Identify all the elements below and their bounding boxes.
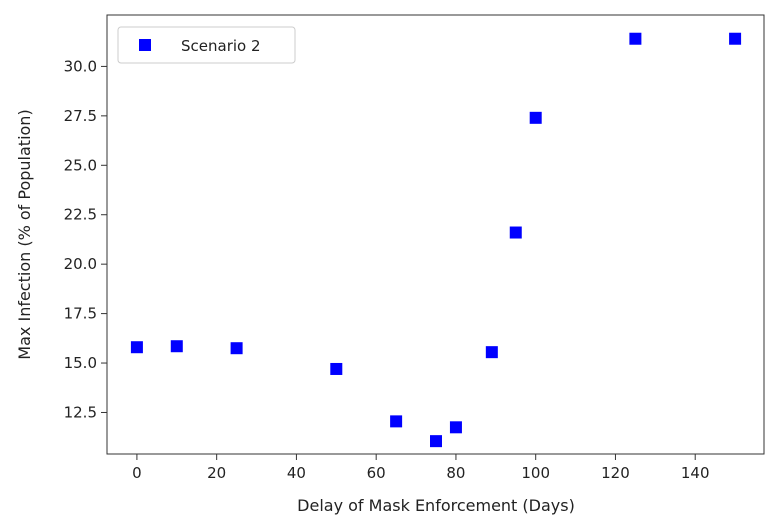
legend-marker-square [139, 39, 151, 51]
y-tick-label: 25.0 [64, 156, 97, 174]
x-tick-label: 60 [367, 464, 386, 482]
y-tick-label: 30.0 [64, 57, 97, 75]
data-point [509, 226, 522, 239]
y-tick-label: 15.0 [64, 354, 97, 372]
y-tick-label: 20.0 [64, 255, 97, 273]
data-point [529, 111, 542, 124]
y-tick-label: 12.5 [64, 403, 97, 421]
data-point [130, 341, 143, 354]
data-point [230, 342, 243, 355]
x-tick-label: 140 [681, 464, 710, 482]
legend-box [117, 26, 296, 64]
data-points [130, 32, 742, 448]
data-point [449, 421, 462, 434]
x-tick-label: 20 [207, 464, 226, 482]
y-tick-label: 17.5 [64, 305, 97, 323]
y-tick-label: 22.5 [64, 206, 97, 224]
x-tick-label: 0 [132, 464, 142, 482]
y-axis-label: Max Infection (% of Population) [15, 109, 34, 359]
data-point [430, 435, 442, 448]
x-tick-label: 120 [601, 464, 630, 482]
x-tick-label: 40 [287, 464, 306, 482]
data-point [170, 340, 183, 353]
y-tick-label: 27.5 [64, 107, 97, 125]
data-point [390, 415, 403, 428]
axis-ticks: 0 20 40 60 80 100 120 140 12.5 15.0 17.5 20.0 22.5 25… [64, 57, 710, 482]
data-point [485, 346, 498, 359]
x-tick-label: 100 [521, 464, 550, 482]
legend-label-scenario-2: Scenario 2 [181, 37, 261, 55]
x-tick-label: 80 [446, 464, 465, 482]
legend: Scenario 2 [117, 26, 296, 64]
x-axis-label: Delay of Mask Enforcement (Days) [297, 496, 575, 515]
data-point [330, 362, 343, 375]
data-point [729, 32, 742, 45]
plot-frame [106, 14, 765, 455]
data-point [629, 32, 642, 45]
